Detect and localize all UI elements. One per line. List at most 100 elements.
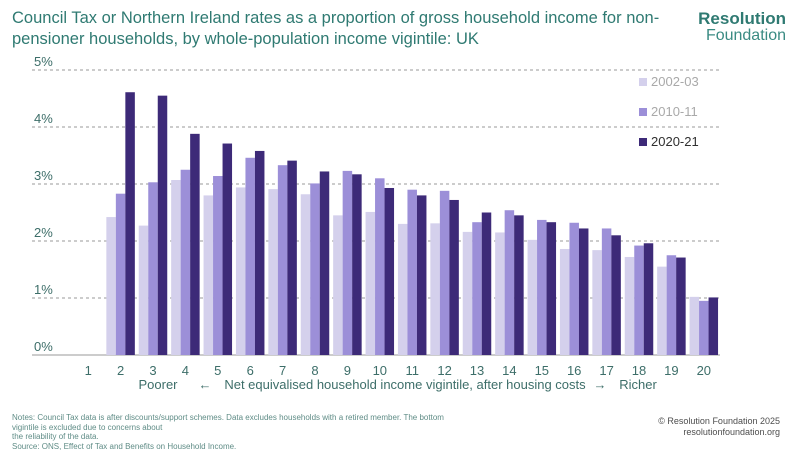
bar-2002-03-19	[657, 266, 667, 355]
bar-2020-21-8	[319, 171, 330, 355]
website-line: resolutionfoundation.org	[683, 427, 780, 437]
bar-2020-21-13	[481, 212, 492, 355]
bar-2002-03-13	[462, 231, 473, 355]
bar-2010-11-2	[115, 193, 126, 355]
x-label-left-arrow: ←	[199, 377, 212, 392]
chart-notes: Notes: Council Tax data is after discoun…	[12, 413, 452, 451]
bar-2002-03-14	[495, 232, 505, 355]
bar-2010-11-20	[699, 300, 709, 355]
x-tick-label: 4	[182, 363, 189, 378]
bar-2020-21-3	[157, 95, 168, 356]
legend-label-2002-03: 2002-03	[651, 74, 699, 89]
y-tick-label: 0%	[34, 339, 53, 354]
bar-2020-21-10	[384, 187, 395, 355]
bar-2020-21-11	[416, 195, 427, 355]
x-tick-label: 1	[85, 363, 92, 378]
bar-2002-03-3	[138, 225, 149, 355]
x-tick-label: 12	[437, 363, 451, 378]
x-tick-label: 19	[664, 363, 678, 378]
notes-line-1: Notes: Council Tax data is after discoun…	[12, 413, 444, 432]
bar-2020-21-19	[676, 257, 686, 355]
bar-2010-11-19	[666, 255, 677, 355]
bar-chart: 0%1%2%3%4%5%1 2 3 4 5 6 7 8 9 10 11 12 13 14 15 16 17 18 1…	[32, 54, 720, 392]
logo-line-2: Foundation	[705, 27, 786, 44]
x-tick-label: 20	[697, 363, 711, 378]
bar-2002-03-12	[430, 223, 440, 355]
x-label-right-arrow: →	[594, 377, 607, 392]
x-tick-label: 11	[405, 363, 419, 378]
bar-2010-11-7	[277, 165, 288, 355]
y-tick-label: 4%	[34, 111, 53, 126]
x-tick-label: 9	[344, 363, 351, 378]
y-tick-label: 3%	[34, 168, 53, 183]
x-tick-label: 15	[535, 363, 549, 378]
legend-swatch-2020-21	[639, 138, 647, 146]
bar-2020-21-14	[514, 215, 524, 355]
bar-2002-03-10	[365, 211, 376, 355]
bar-2010-11-4	[180, 169, 191, 355]
bar-2010-11-13	[472, 222, 482, 355]
y-tick-label: 5%	[34, 54, 53, 69]
bar-2010-11-10	[375, 178, 385, 355]
bar-2002-03-7	[268, 189, 278, 355]
bar-2020-21-6	[254, 150, 265, 355]
x-tick-label: 3	[149, 363, 156, 378]
resolution-foundation-logo: Resolution Foundation	[698, 10, 786, 44]
notes-line-2: the reliability of the data.	[12, 432, 99, 441]
bar-2002-03-4	[171, 180, 181, 355]
bar-2010-11-5	[213, 176, 223, 355]
bar-2002-03-17	[592, 250, 602, 355]
bar-2020-21-4	[190, 133, 200, 355]
bar-2002-03-2	[106, 217, 116, 355]
x-tick-label: 8	[311, 363, 318, 378]
x-tick-label: 2	[117, 363, 124, 378]
copyright-line: © Resolution Foundation 2025	[658, 416, 780, 426]
bar-2020-21-12	[449, 199, 459, 355]
bar-2002-03-18	[624, 256, 635, 355]
x-tick-label: 18	[632, 363, 646, 378]
x-label-richer: Richer	[619, 377, 657, 392]
bar-2020-21-16	[578, 228, 589, 355]
legend-swatch-2010-11	[639, 108, 647, 116]
legend-swatch-2002-03	[639, 78, 647, 86]
bar-2002-03-8	[300, 194, 311, 355]
bar-2020-21-17	[611, 235, 621, 355]
legend-label-2010-11: 2010-11	[651, 104, 698, 119]
x-tick-label: 5	[214, 363, 221, 378]
bar-2002-03-16	[559, 248, 570, 355]
bar-2010-11-18	[634, 245, 644, 355]
x-tick-label: 10	[373, 363, 387, 378]
bar-2010-11-16	[569, 222, 579, 355]
bar-2002-03-9	[333, 215, 343, 355]
x-label-text: Net equivalised household income viginti…	[224, 377, 586, 392]
bar-2020-21-18	[643, 243, 654, 355]
bar-2002-03-5	[203, 195, 214, 355]
bar-2020-21-20	[708, 297, 719, 355]
x-tick-label: 14	[502, 363, 516, 378]
bar-2020-21-15	[546, 222, 557, 355]
bar-2020-21-9	[352, 174, 362, 355]
source-line: Source: ONS, Effect of Tax and Benefits …	[12, 441, 237, 451]
x-tick-label: 7	[279, 363, 286, 378]
bar-2010-11-6	[245, 157, 255, 355]
bar-2020-21-5	[222, 143, 233, 355]
bar-2010-11-3	[148, 182, 158, 355]
copyright-credit: © Resolution Foundation 2025 resolutionf…	[658, 416, 780, 438]
logo-line-1: Resolution	[698, 9, 786, 28]
bar-2020-21-2	[125, 92, 135, 355]
x-tick-label: 17	[599, 363, 613, 378]
bar-2002-03-6	[235, 187, 246, 355]
bar-2010-11-14	[504, 210, 515, 355]
bar-2002-03-11	[397, 223, 408, 355]
bar-2010-11-8	[310, 183, 320, 355]
y-tick-label: 2%	[34, 225, 53, 240]
x-tick-label: 16	[567, 363, 581, 378]
bar-2010-11-9	[342, 170, 353, 355]
chart-title: Council Tax or Northern Ireland rates as…	[12, 9, 660, 48]
bar-2010-11-17	[601, 228, 612, 355]
x-label-poorer: Poorer	[138, 377, 178, 392]
bar-2020-21-7	[287, 160, 297, 355]
y-tick-label: 1%	[34, 282, 53, 297]
bar-2010-11-12	[439, 190, 450, 355]
bar-2010-11-15	[537, 219, 547, 355]
